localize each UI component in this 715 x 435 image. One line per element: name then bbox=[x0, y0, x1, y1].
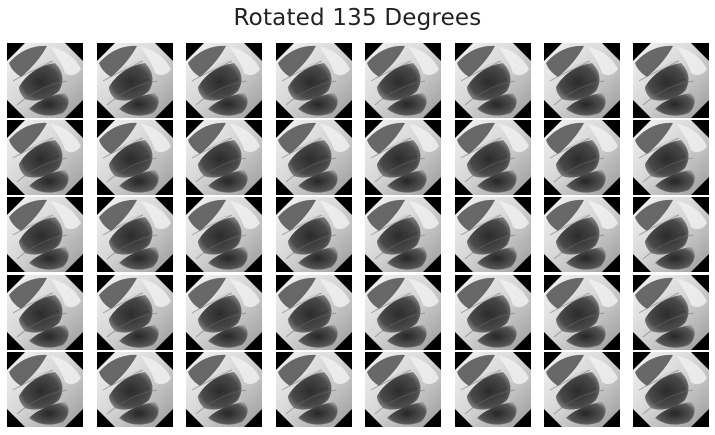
xray-tile-graphic bbox=[7, 120, 83, 195]
xray-thumbnail bbox=[97, 120, 173, 195]
xray-thumbnail bbox=[186, 275, 262, 350]
xray-thumbnail bbox=[544, 120, 620, 195]
xray-tile-graphic bbox=[365, 275, 441, 350]
xray-thumbnail bbox=[544, 352, 620, 427]
xray-thumbnail bbox=[455, 43, 531, 118]
xray-thumbnail bbox=[633, 43, 709, 118]
xray-tile-graphic bbox=[186, 275, 262, 350]
xray-thumbnail bbox=[455, 197, 531, 272]
xray-tile-graphic bbox=[186, 352, 262, 427]
xray-tile-graphic bbox=[455, 43, 531, 118]
xray-tile-graphic bbox=[276, 352, 352, 427]
xray-tile-graphic bbox=[544, 43, 620, 118]
xray-tile-graphic bbox=[633, 275, 709, 350]
xray-thumbnail bbox=[7, 197, 83, 272]
xray-thumbnail bbox=[186, 352, 262, 427]
xray-thumbnail bbox=[455, 120, 531, 195]
xray-thumbnail bbox=[97, 197, 173, 272]
xray-tile-graphic bbox=[544, 120, 620, 195]
xray-tile-graphic bbox=[186, 120, 262, 195]
xray-thumbnail bbox=[544, 275, 620, 350]
xray-thumbnail bbox=[365, 43, 441, 118]
xray-tile-graphic bbox=[276, 120, 352, 195]
xray-thumbnail bbox=[97, 43, 173, 118]
xray-thumbnail bbox=[276, 275, 352, 350]
xray-tile-graphic bbox=[455, 120, 531, 195]
xray-tile-graphic bbox=[365, 120, 441, 195]
xray-tile-graphic bbox=[365, 352, 441, 427]
xray-tile-graphic bbox=[97, 352, 173, 427]
xray-tile-graphic bbox=[633, 352, 709, 427]
xray-tile-graphic bbox=[97, 275, 173, 350]
xray-thumbnail bbox=[186, 43, 262, 118]
xray-tile-graphic bbox=[7, 352, 83, 427]
xray-tile-graphic bbox=[544, 275, 620, 350]
xray-tile-graphic bbox=[7, 43, 83, 118]
xray-tile-graphic bbox=[7, 275, 83, 350]
xray-thumbnail bbox=[633, 352, 709, 427]
xray-tile-graphic bbox=[7, 197, 83, 272]
xray-thumbnail bbox=[544, 197, 620, 272]
xray-tile-graphic bbox=[544, 352, 620, 427]
xray-thumbnail bbox=[276, 43, 352, 118]
xray-thumbnail bbox=[276, 352, 352, 427]
xray-tile-graphic bbox=[276, 197, 352, 272]
xray-tile-graphic bbox=[365, 197, 441, 272]
xray-thumbnail bbox=[276, 120, 352, 195]
xray-tile-graphic bbox=[186, 197, 262, 272]
xray-tile-graphic bbox=[455, 197, 531, 272]
xray-thumbnail bbox=[455, 352, 531, 427]
xray-thumbnail bbox=[633, 120, 709, 195]
xray-tile-graphic bbox=[276, 275, 352, 350]
xray-thumbnail bbox=[544, 43, 620, 118]
xray-thumbnail bbox=[455, 275, 531, 350]
xray-thumbnail bbox=[7, 275, 83, 350]
xray-tile-graphic bbox=[544, 197, 620, 272]
xray-tile-graphic bbox=[633, 197, 709, 272]
xray-tile-graphic bbox=[97, 197, 173, 272]
xray-thumbnail bbox=[186, 120, 262, 195]
xray-tile-graphic bbox=[276, 43, 352, 118]
xray-thumbnail bbox=[7, 43, 83, 118]
xray-thumbnail bbox=[186, 197, 262, 272]
xray-tile-graphic bbox=[633, 120, 709, 195]
xray-tile-graphic bbox=[97, 120, 173, 195]
xray-tile-graphic bbox=[365, 43, 441, 118]
xray-thumbnail bbox=[633, 197, 709, 272]
xray-thumbnail bbox=[365, 120, 441, 195]
figure-title: Rotated 135 Degrees bbox=[233, 5, 482, 31]
xray-thumbnail bbox=[365, 197, 441, 272]
xray-thumbnail bbox=[97, 275, 173, 350]
xray-tile-graphic bbox=[455, 275, 531, 350]
xray-tile-graphic bbox=[97, 43, 173, 118]
xray-thumbnail bbox=[365, 275, 441, 350]
xray-tile-graphic bbox=[633, 43, 709, 118]
xray-thumbnail bbox=[97, 352, 173, 427]
xray-thumbnail bbox=[276, 197, 352, 272]
xray-thumbnail bbox=[7, 352, 83, 427]
xray-thumbnail bbox=[7, 120, 83, 195]
xray-thumbnail bbox=[633, 275, 709, 350]
xray-tile-graphic bbox=[455, 352, 531, 427]
xray-tile-graphic bbox=[186, 43, 262, 118]
xray-thumbnail bbox=[365, 352, 441, 427]
